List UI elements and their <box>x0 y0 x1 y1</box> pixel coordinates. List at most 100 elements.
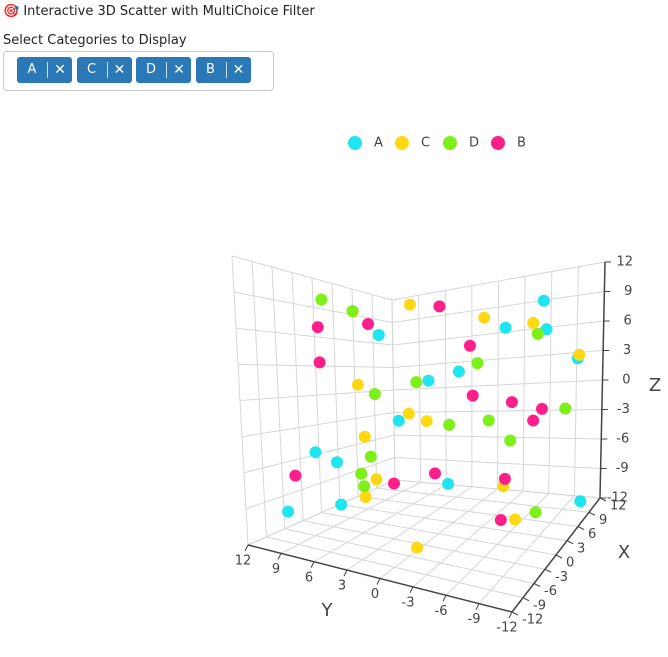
point <box>535 402 548 415</box>
y-tick-label: 0 <box>371 587 379 602</box>
chip-remove[interactable]: ✕ <box>113 62 126 78</box>
multichoice[interactable]: A ✕ C ✕ D ✕ B ✕ <box>3 51 274 91</box>
grid-line <box>391 261 606 301</box>
z-tick-label: 3 <box>623 343 631 358</box>
x-tick <box>588 511 596 516</box>
x-tick-label: 0 <box>566 556 574 571</box>
point <box>309 446 322 459</box>
z-tick-label: 6 <box>623 314 631 329</box>
category-chip[interactable]: D ✕ <box>136 57 191 83</box>
x-tick-label: 3 <box>577 541 585 556</box>
point <box>478 311 491 324</box>
x-tick <box>511 611 519 616</box>
x-tick-label: 12 <box>610 499 627 514</box>
legend-marker <box>443 136 457 150</box>
page-title: 🎯 Interactive 3D Scatter with MultiChoic… <box>3 4 315 19</box>
point <box>282 505 295 518</box>
grid-line <box>280 481 421 554</box>
point <box>494 513 507 526</box>
z-tick-label: -6 <box>616 432 629 447</box>
series-group <box>346 298 586 554</box>
z-tick-label: 9 <box>624 284 632 299</box>
grid-line <box>233 291 393 323</box>
point <box>351 378 364 391</box>
point <box>420 415 433 428</box>
z-tick-label: -3 <box>617 402 630 417</box>
point <box>531 327 544 340</box>
point <box>574 495 587 508</box>
x-tick-label: -6 <box>544 584 557 599</box>
y-tick <box>442 595 447 602</box>
select-label: Select Categories to Display <box>3 33 187 48</box>
point <box>443 418 456 431</box>
point <box>315 293 328 306</box>
x-tick <box>555 554 563 559</box>
point <box>433 300 446 313</box>
point <box>429 467 442 480</box>
chip-remove[interactable]: ✕ <box>54 62 66 78</box>
chip-remove[interactable]: ✕ <box>232 62 245 78</box>
point <box>330 456 343 469</box>
point <box>387 477 400 490</box>
point <box>411 541 424 554</box>
chip-label: D <box>136 62 167 78</box>
category-chip[interactable]: A ✕ <box>17 57 72 83</box>
y-tick-label: 12 <box>235 554 252 569</box>
point <box>529 506 542 519</box>
point <box>364 450 377 463</box>
series-group <box>315 293 572 519</box>
grid-line <box>245 457 395 510</box>
x-tick-label: -9 <box>533 598 546 613</box>
grid-line <box>313 484 447 563</box>
point <box>466 389 479 402</box>
x-tick-label: 9 <box>599 513 607 528</box>
point <box>370 473 383 486</box>
point <box>452 365 465 378</box>
point <box>471 357 484 370</box>
point <box>537 294 550 307</box>
legend-marker <box>395 136 409 150</box>
point <box>368 387 381 400</box>
grid-line <box>346 486 473 571</box>
legend-marker <box>491 136 505 150</box>
grid-line <box>231 255 393 301</box>
point <box>422 374 435 387</box>
grid-line <box>412 490 524 588</box>
y-tick-label: -3 <box>402 595 415 610</box>
x-axis-title: X <box>618 542 630 563</box>
chip-remove[interactable]: ✕ <box>173 62 185 78</box>
point <box>573 348 586 361</box>
chip-label: B <box>196 62 227 78</box>
point <box>504 434 517 447</box>
series-group <box>289 300 548 526</box>
grid-line <box>478 495 575 604</box>
y-tick <box>409 586 414 594</box>
point <box>527 316 540 329</box>
z-tick-label: -9 <box>616 461 629 476</box>
point <box>355 467 368 480</box>
grid-line <box>379 488 498 579</box>
x-tick <box>533 583 541 587</box>
point <box>463 339 476 352</box>
category-chip[interactable]: B ✕ <box>195 57 251 83</box>
x-tick-label: -12 <box>522 613 543 628</box>
y-axis-title: Y <box>321 600 334 621</box>
y-tick <box>508 611 513 619</box>
grid-line <box>235 327 393 346</box>
category-chip[interactable]: C ✕ <box>76 57 132 83</box>
point <box>527 414 540 427</box>
point <box>403 298 416 311</box>
point <box>362 317 375 330</box>
point <box>410 376 423 389</box>
legend-label: D <box>469 136 479 151</box>
y-tick-label: -12 <box>496 621 517 636</box>
grid-line <box>239 389 394 401</box>
z-tick-label: -12 <box>607 491 628 506</box>
y-tick-label: 3 <box>338 579 346 594</box>
grid-line <box>394 457 601 469</box>
y-tick <box>244 544 249 552</box>
series-group <box>282 294 587 518</box>
legend-label: A <box>374 136 383 151</box>
